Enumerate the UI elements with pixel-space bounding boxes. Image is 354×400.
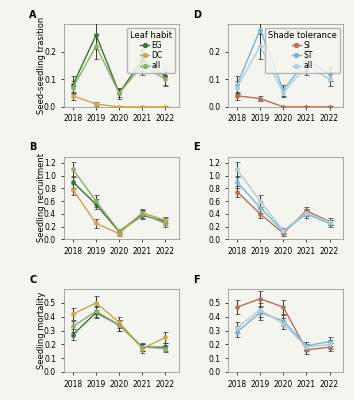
Legend: SI, ST, all: SI, ST, all: [264, 28, 339, 73]
Text: D: D: [193, 10, 201, 20]
Text: E: E: [193, 142, 200, 152]
Y-axis label: Seedling mortality: Seedling mortality: [37, 292, 46, 369]
Text: A: A: [29, 10, 36, 20]
Text: B: B: [29, 142, 36, 152]
Text: F: F: [193, 275, 200, 285]
Text: C: C: [29, 275, 36, 285]
Y-axis label: Seedling recruitment: Seedling recruitment: [37, 154, 46, 242]
Legend: EG, DC, all: EG, DC, all: [127, 28, 176, 73]
Y-axis label: Seed-seedling trasition: Seed-seedling trasition: [37, 17, 46, 114]
